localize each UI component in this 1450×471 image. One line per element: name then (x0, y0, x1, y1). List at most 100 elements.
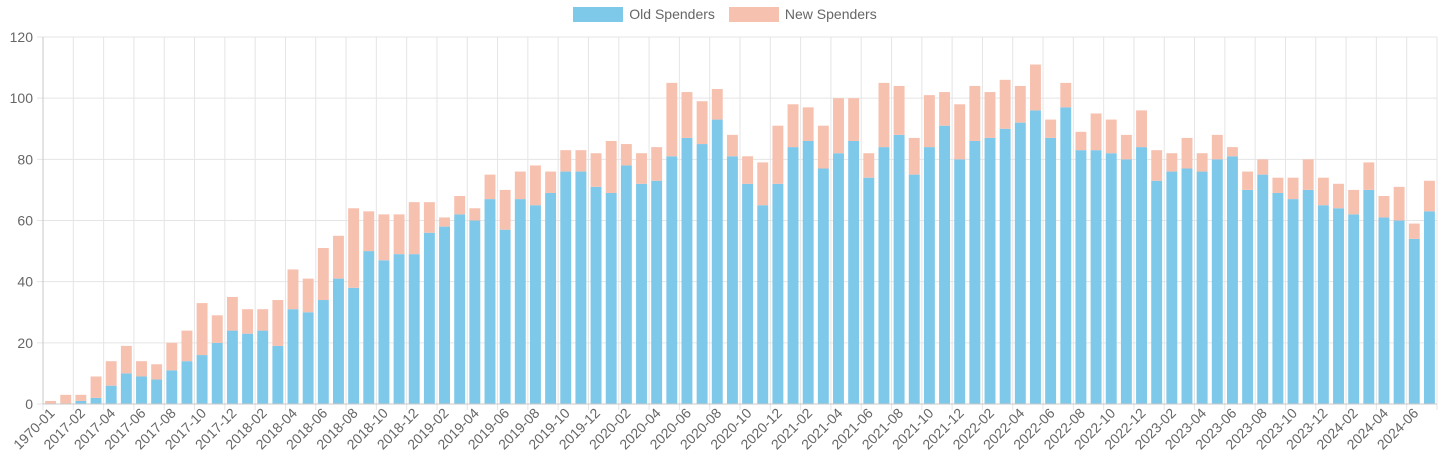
bar-new-spenders[interactable] (211, 315, 223, 343)
bar-old-spenders[interactable] (439, 226, 450, 404)
bar-new-spenders[interactable] (1317, 177, 1329, 206)
bar-old-spenders[interactable] (1075, 150, 1087, 404)
bar-old-spenders[interactable] (333, 278, 344, 404)
bar-old-spenders[interactable] (772, 183, 784, 404)
bar-new-spenders[interactable] (1151, 150, 1163, 181)
bar-new-spenders[interactable] (469, 208, 481, 221)
bar-old-spenders[interactable] (1120, 159, 1132, 404)
bar-new-spenders[interactable] (196, 303, 208, 356)
bar-old-spenders[interactable] (802, 140, 814, 404)
bar-old-spenders[interactable] (636, 183, 647, 404)
bar-old-spenders[interactable] (1348, 214, 1360, 404)
bar-new-spenders[interactable] (1105, 119, 1117, 154)
bar-old-spenders[interactable] (166, 370, 178, 404)
bar-old-spenders[interactable] (529, 205, 541, 404)
bar-old-spenders[interactable] (484, 199, 496, 404)
bar-new-spenders[interactable] (1242, 171, 1254, 190)
bar-old-spenders[interactable] (1060, 107, 1072, 404)
bar-new-spenders[interactable] (1196, 153, 1208, 172)
bar-new-spenders[interactable] (666, 82, 678, 157)
bar-old-spenders[interactable] (590, 186, 602, 404)
bar-new-spenders[interactable] (1166, 153, 1178, 172)
bar-old-spenders[interactable] (196, 355, 208, 404)
bar-new-spenders[interactable] (45, 400, 57, 404)
bar-new-spenders[interactable] (984, 92, 996, 138)
bar-new-spenders[interactable] (742, 156, 754, 184)
bar-new-spenders[interactable] (726, 134, 738, 157)
bar-old-spenders[interactable] (423, 232, 435, 404)
bar-old-spenders[interactable] (1105, 153, 1117, 404)
bar-old-spenders[interactable] (105, 385, 117, 404)
bar-old-spenders[interactable] (393, 254, 405, 404)
bar-new-spenders[interactable] (1333, 183, 1344, 209)
bar-new-spenders[interactable] (1014, 85, 1026, 123)
bar-new-spenders[interactable] (1060, 82, 1072, 108)
bar-old-spenders[interactable] (120, 373, 132, 404)
bar-new-spenders[interactable] (317, 248, 329, 301)
bar-new-spenders[interactable] (817, 125, 829, 169)
bar-new-spenders[interactable] (348, 208, 360, 288)
bar-old-spenders[interactable] (1333, 208, 1344, 404)
legend-item-new-spenders[interactable]: New Spenders (728, 6, 877, 22)
bar-old-spenders[interactable] (560, 171, 572, 404)
bar-old-spenders[interactable] (711, 119, 723, 404)
bar-new-spenders[interactable] (529, 165, 541, 206)
bar-old-spenders[interactable] (1181, 168, 1193, 404)
bar-old-spenders[interactable] (348, 287, 360, 404)
bar-old-spenders[interactable] (272, 345, 284, 404)
bar-old-spenders[interactable] (848, 140, 860, 404)
bar-new-spenders[interactable] (939, 92, 951, 126)
bar-old-spenders[interactable] (75, 400, 87, 404)
bar-new-spenders[interactable] (1030, 64, 1041, 111)
bar-new-spenders[interactable] (105, 361, 117, 386)
bar-new-spenders[interactable] (787, 104, 799, 148)
bar-new-spenders[interactable] (333, 235, 344, 279)
bar-new-spenders[interactable] (363, 211, 375, 252)
bar-old-spenders[interactable] (893, 134, 905, 404)
bar-new-spenders[interactable] (954, 104, 966, 160)
bar-old-spenders[interactable] (151, 379, 163, 404)
bar-new-spenders[interactable] (1211, 134, 1223, 160)
bar-new-spenders[interactable] (833, 98, 844, 154)
bar-old-spenders[interactable] (1408, 238, 1420, 404)
bar-old-spenders[interactable] (605, 192, 617, 404)
bar-old-spenders[interactable] (1166, 171, 1178, 404)
bar-new-spenders[interactable] (1226, 147, 1238, 157)
bar-new-spenders[interactable] (1075, 131, 1087, 151)
bar-new-spenders[interactable] (378, 214, 390, 261)
bar-new-spenders[interactable] (802, 107, 814, 141)
bar-old-spenders[interactable] (1090, 150, 1102, 404)
bar-new-spenders[interactable] (1408, 223, 1420, 239)
bar-new-spenders[interactable] (408, 202, 420, 255)
bar-old-spenders[interactable] (1257, 174, 1269, 404)
bar-old-spenders[interactable] (620, 165, 632, 404)
bar-old-spenders[interactable] (181, 361, 193, 404)
bar-old-spenders[interactable] (454, 214, 466, 404)
bar-new-spenders[interactable] (605, 140, 617, 193)
bar-old-spenders[interactable] (1242, 189, 1254, 404)
bar-old-spenders[interactable] (923, 147, 935, 404)
bar-old-spenders[interactable] (1151, 180, 1163, 404)
bar-new-spenders[interactable] (136, 361, 147, 377)
bar-new-spenders[interactable] (696, 101, 708, 145)
bar-old-spenders[interactable] (242, 333, 254, 404)
bar-old-spenders[interactable] (1378, 217, 1390, 404)
bar-new-spenders[interactable] (893, 85, 905, 135)
bar-new-spenders[interactable] (651, 147, 663, 181)
bar-old-spenders[interactable] (1287, 199, 1299, 404)
bar-new-spenders[interactable] (590, 153, 602, 187)
bar-new-spenders[interactable] (1181, 137, 1193, 169)
bar-new-spenders[interactable] (1348, 189, 1360, 215)
bar-new-spenders[interactable] (757, 162, 769, 206)
bar-new-spenders[interactable] (287, 269, 299, 310)
bar-old-spenders[interactable] (863, 177, 875, 404)
bar-new-spenders[interactable] (1393, 186, 1405, 221)
bar-old-spenders[interactable] (378, 260, 390, 404)
bar-old-spenders[interactable] (696, 144, 708, 404)
bar-old-spenders[interactable] (257, 330, 269, 404)
bar-old-spenders[interactable] (984, 137, 996, 405)
bar-old-spenders[interactable] (211, 342, 223, 404)
bar-old-spenders[interactable] (499, 229, 511, 404)
bar-new-spenders[interactable] (848, 98, 860, 141)
bar-new-spenders[interactable] (1045, 119, 1057, 138)
